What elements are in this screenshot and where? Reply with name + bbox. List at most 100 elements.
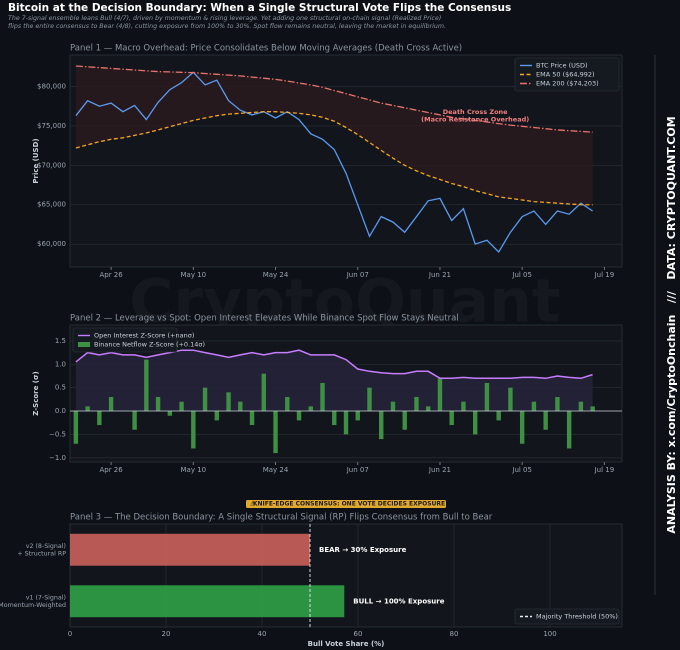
bar xyxy=(566,411,572,449)
bar xyxy=(70,585,345,618)
bar xyxy=(273,411,278,454)
legend-label: EMA 50 ($64,992) xyxy=(536,71,595,79)
y-tick-label: 1.0 xyxy=(55,360,66,368)
bar xyxy=(296,411,302,421)
bar xyxy=(367,387,372,412)
y-tick-label: −1.0 xyxy=(49,454,66,462)
bar xyxy=(132,411,137,430)
side-credit: ANALYSIS BY: x.com/CryptoOnchain /// DAT… xyxy=(665,116,678,533)
y-axis-label: Z-Score (σ) xyxy=(32,371,40,415)
legend-label: EMA 200 ($74,203) xyxy=(536,80,599,88)
bar xyxy=(437,378,443,412)
x-tick-label: May 10 xyxy=(181,466,207,474)
x-tick-label: Apr 26 xyxy=(99,466,123,474)
x-axis-label: Bull Vote Share (%) xyxy=(308,640,385,648)
y-tick-label: $65,000 xyxy=(37,201,66,209)
bar xyxy=(343,411,349,435)
series-line xyxy=(75,65,593,133)
bar xyxy=(484,382,490,412)
bar-annotation: BULL → 100% Exposure xyxy=(353,597,444,605)
bar xyxy=(379,411,384,440)
x-tick-label: Jun 21 xyxy=(428,271,451,279)
x-tick-label: May 10 xyxy=(181,271,207,279)
x-tick-label: 60 xyxy=(354,630,363,638)
panel-title: Panel 1 — Macro Overhead: Price Consolid… xyxy=(70,44,462,54)
bar xyxy=(214,411,220,421)
y-axis-label: Price (USD) xyxy=(32,138,40,183)
bar xyxy=(108,397,114,412)
bar xyxy=(508,387,513,412)
y-tick-label: 1.5 xyxy=(55,337,66,345)
x-tick-label: 0 xyxy=(68,630,72,638)
x-tick-label: Jul 05 xyxy=(511,271,532,279)
x-tick-label: Apr 26 xyxy=(99,271,123,279)
legend-box xyxy=(72,327,178,353)
bar xyxy=(590,406,595,412)
bar xyxy=(226,392,231,412)
y-tick-label: + Structural RP xyxy=(17,551,66,558)
bar xyxy=(308,406,313,412)
panel-title: Panel 3 — The Decision Boundary: A Singl… xyxy=(70,513,493,523)
y-tick-label: $80,000 xyxy=(37,83,66,91)
legend-box xyxy=(514,608,620,625)
series-line xyxy=(75,71,593,254)
annotation: (Macro Resistance Overhead) xyxy=(421,116,529,124)
badge-icon: ⚠ xyxy=(250,501,256,508)
x-tick-label: 40 xyxy=(258,630,267,638)
y-tick-label: Momentum-Weighted xyxy=(0,602,66,609)
y-tick-label: 0.5 xyxy=(55,384,66,392)
legend-label: BTC Price (USD) xyxy=(536,62,588,70)
bar xyxy=(332,411,337,426)
bar xyxy=(496,411,501,421)
badge xyxy=(246,500,446,508)
bar xyxy=(543,411,548,430)
y-tick-label: v2 (8-Signal) xyxy=(26,543,66,550)
legend-box xyxy=(514,57,620,92)
panel-title: Panel 2 — Leverage vs Spot: Open Interes… xyxy=(70,314,459,324)
bar xyxy=(202,387,208,412)
legend-label: Open Interest Z-Score (+nanσ) xyxy=(94,332,194,340)
y-tick-label: 0.0 xyxy=(55,407,66,415)
title: Bitcoin at the Decision Boundary: When a… xyxy=(8,2,511,14)
y-tick-label: −0.5 xyxy=(49,430,66,438)
legend-swatch xyxy=(78,342,90,347)
series-line xyxy=(75,349,593,380)
x-tick-label: Jul 19 xyxy=(594,271,615,279)
legend-label: Majority Threshold (50%) xyxy=(536,613,618,621)
bar xyxy=(320,382,325,412)
bar xyxy=(472,411,478,435)
x-tick-label: Jul 19 xyxy=(594,466,615,474)
bar-annotation: BEAR → 30% Exposure xyxy=(319,546,407,554)
x-tick-label: Jun 07 xyxy=(346,466,369,474)
bar xyxy=(390,401,396,412)
y-tick-label: $60,000 xyxy=(37,240,66,248)
bar xyxy=(426,406,431,412)
bar xyxy=(144,359,149,412)
bar xyxy=(555,397,560,412)
subtitle-line: The 7-signal ensemble leans Bull (4/7), … xyxy=(8,14,441,22)
shaded-zone xyxy=(75,66,593,205)
bar xyxy=(449,411,454,426)
x-tick-label: Jun 07 xyxy=(346,271,369,279)
x-tick-label: 80 xyxy=(450,630,459,638)
bar xyxy=(155,397,161,412)
x-tick-label: 20 xyxy=(162,630,171,638)
bar xyxy=(97,411,102,426)
bar xyxy=(519,411,525,444)
x-tick-label: 100 xyxy=(543,630,556,638)
series-line xyxy=(75,111,593,206)
bar xyxy=(70,533,310,566)
y-tick-label: $70,000 xyxy=(37,161,66,169)
bar xyxy=(167,411,173,416)
subtitle-line: flips the entire consensus to Bear (4/8)… xyxy=(8,22,446,30)
bar xyxy=(285,397,290,412)
x-tick-label: May 24 xyxy=(263,466,289,474)
bar xyxy=(73,411,79,444)
bar xyxy=(249,411,255,426)
bar xyxy=(261,373,266,412)
badge-label: KNIFE-EDGE CONSENSUS: ONE VOTE DECIDES E… xyxy=(253,501,445,508)
x-tick-label: May 24 xyxy=(263,271,289,279)
annotation: Death Cross Zone xyxy=(443,108,508,116)
bar xyxy=(238,401,243,412)
